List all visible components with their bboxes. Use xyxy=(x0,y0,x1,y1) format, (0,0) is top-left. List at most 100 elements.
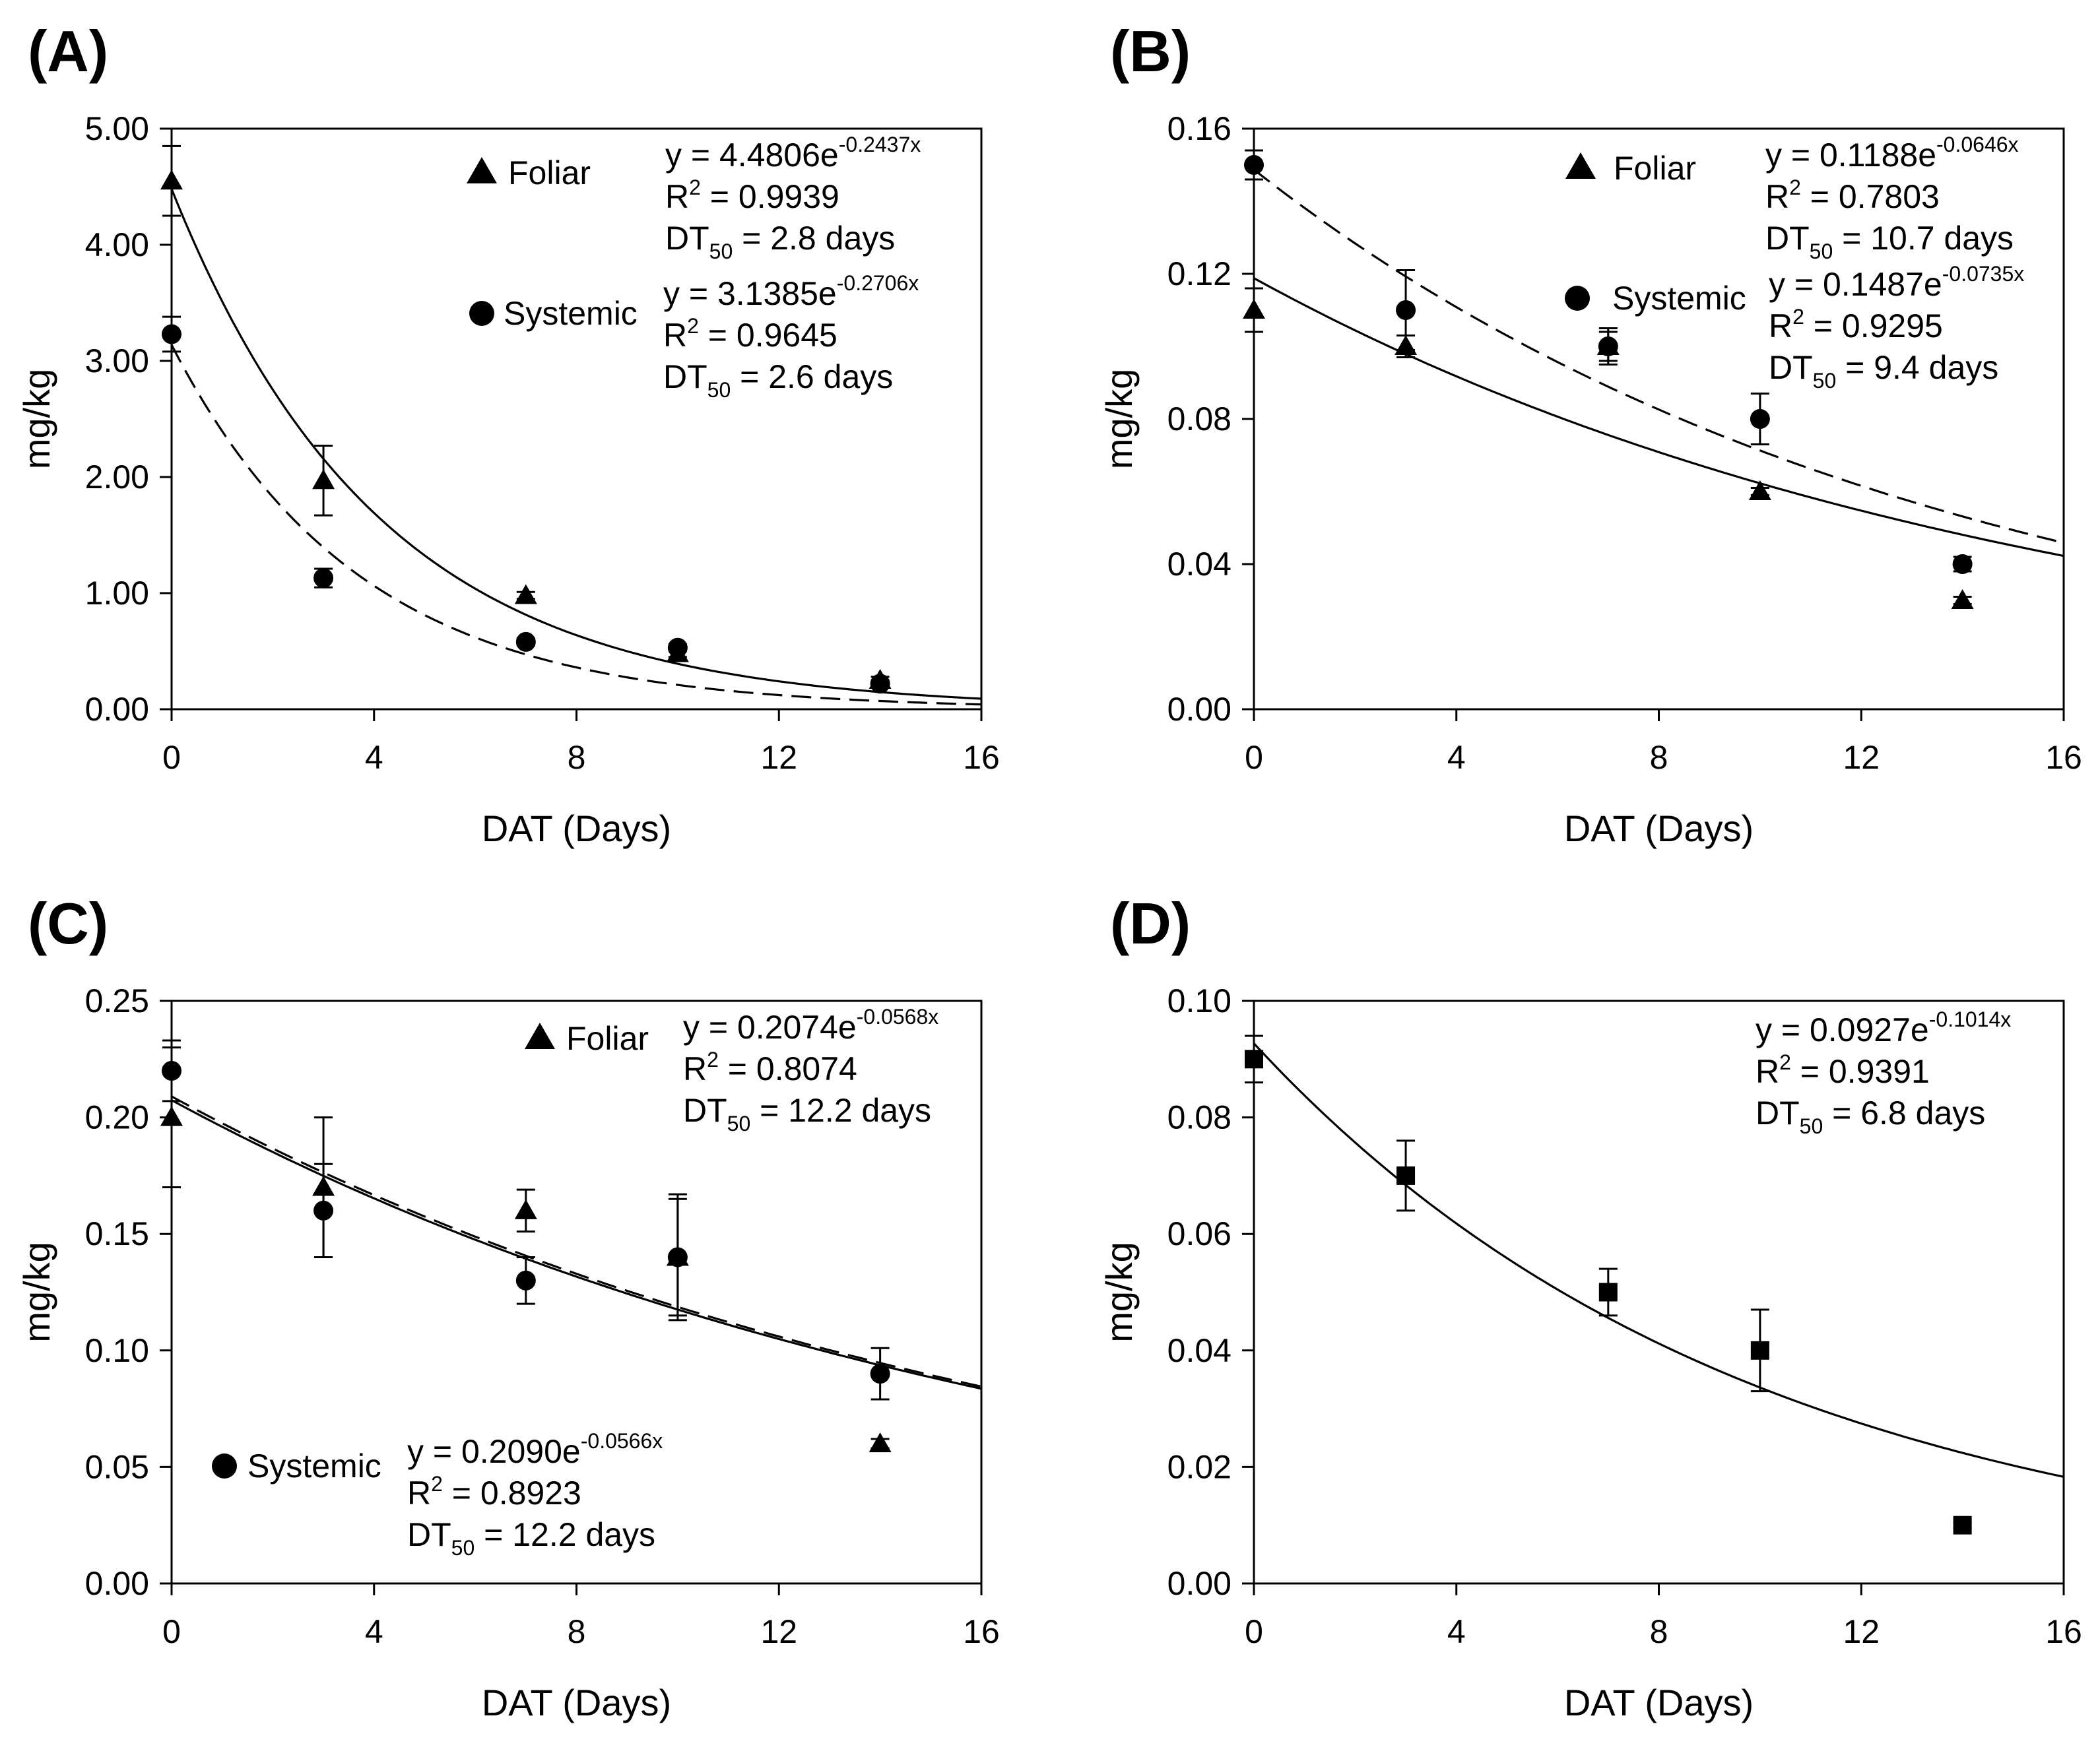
data-point xyxy=(667,637,688,658)
equation-base: y = 0.1188e xyxy=(1765,137,1936,174)
legend-marker xyxy=(467,157,497,183)
equation: y = 0.1487e-0.0735x xyxy=(1769,262,2024,303)
equation-base: y = 3.1385e xyxy=(663,275,837,312)
dt50: DT50 = 6.8 days xyxy=(1755,1095,1985,1138)
legend-label: Foliar xyxy=(566,1020,649,1057)
x-tick-label: 0 xyxy=(1245,739,1263,776)
y-tick-label: 5.00 xyxy=(85,110,149,147)
y-tick-label: 0.04 xyxy=(1167,546,1231,583)
legend-marker xyxy=(1565,152,1596,179)
x-tick-label: 16 xyxy=(963,1613,1000,1650)
plot-frame xyxy=(1253,1000,2065,1585)
r-squared: R2 = 0.8923 xyxy=(407,1472,581,1512)
fit-curve xyxy=(1254,277,2064,558)
equation-base: y = 0.1487e xyxy=(1769,266,1942,303)
dt50-label: DT xyxy=(683,1092,727,1129)
y-tick-label: 0.05 xyxy=(85,1448,149,1485)
r-squared-sup: 2 xyxy=(1779,1050,1791,1074)
x-tick-label: 4 xyxy=(365,739,383,776)
r-squared-sup: 2 xyxy=(707,1048,719,1071)
y-tick-label: 0.00 xyxy=(1167,1565,1231,1602)
y-axis-label: mg/kg xyxy=(16,369,57,470)
data-point xyxy=(1598,336,1618,356)
dt50: DT50 = 9.4 days xyxy=(1769,349,1998,393)
r-squared: R2 = 0.9295 xyxy=(1769,305,1943,344)
data-point xyxy=(514,584,537,604)
x-tick-label: 0 xyxy=(1245,1613,1263,1650)
equation: y = 0.2074e-0.0568x xyxy=(683,1005,938,1046)
y-tick-label: 0.20 xyxy=(85,1099,149,1136)
data-point xyxy=(1245,1050,1263,1069)
data-point xyxy=(1748,480,1771,500)
r-squared-label: R xyxy=(407,1475,431,1512)
r-squared-value: = 0.9645 xyxy=(699,317,837,354)
x-axis-label: DAT (Days) xyxy=(1564,808,1754,849)
data-point xyxy=(162,324,181,344)
plot-frame xyxy=(1253,127,2065,711)
equation-exponent: -0.1014x xyxy=(1929,1007,2012,1031)
panel-b: (B) 0 4 8 12 16 0.00 0.04 0.08 0.12 0.16 DAT (Days)… xyxy=(1098,18,2082,849)
data-point xyxy=(160,1106,183,1126)
legend-label: Systemic xyxy=(504,295,638,332)
data-point xyxy=(1750,1341,1769,1360)
panel-a: (A) 0 4 8 12 16 0.00 1.00 2.00 3.00 4.00 5.00 DAT (D… xyxy=(16,18,1000,849)
y-tick-label: 0.10 xyxy=(85,1332,149,1369)
fit-curve xyxy=(172,188,981,700)
dt50: DT50 = 2.6 days xyxy=(663,358,893,402)
dt50-sub: 50 xyxy=(451,1536,475,1560)
x-tick-label: 4 xyxy=(1447,739,1466,776)
data-point xyxy=(1243,299,1265,319)
y-axis-label: mg/kg xyxy=(1098,1242,1140,1343)
panel-label: (C) xyxy=(28,891,108,956)
data-point xyxy=(162,1060,181,1081)
r-squared-sup: 2 xyxy=(1789,176,1801,199)
dt50-value: = 12.2 days xyxy=(475,1516,655,1553)
x-tick-label: 16 xyxy=(2045,739,2082,776)
y-tick-label: 0.16 xyxy=(1167,110,1231,147)
dt50: DT50 = 10.7 days xyxy=(1765,220,2014,263)
r-squared-value: = 0.9391 xyxy=(1791,1053,1930,1090)
dt50-sub: 50 xyxy=(707,378,731,402)
equation: y = 0.1188e-0.0646x xyxy=(1765,133,2019,174)
dt50-label: DT xyxy=(1769,349,1813,386)
dt50-sub: 50 xyxy=(1810,239,1833,263)
equation: y = 3.1385e-0.2706x xyxy=(663,271,919,312)
r-squared-sup: 2 xyxy=(1792,305,1804,329)
equation-base: y = 0.0927e xyxy=(1755,1011,1929,1048)
legend-label: Foliar xyxy=(1614,150,1696,187)
x-tick-label: 12 xyxy=(760,739,797,776)
data-point xyxy=(312,469,335,490)
panel-d: (D) 0 4 8 12 16 0.00 0.02 0.04 0.06 0.08 0.10 DAT (D… xyxy=(1098,891,2082,1723)
y-tick-label: 0.00 xyxy=(85,691,149,728)
dt50-label: DT xyxy=(1765,220,1810,257)
r-squared-value: = 0.9295 xyxy=(1804,307,1943,344)
equation-exponent: -0.0568x xyxy=(857,1005,939,1029)
dt50-sub: 50 xyxy=(727,1112,751,1135)
data-point xyxy=(1244,155,1264,175)
data-point xyxy=(515,1270,536,1291)
r-squared: R2 = 0.8074 xyxy=(683,1048,857,1087)
x-tick-label: 16 xyxy=(963,739,1000,776)
data-point xyxy=(160,170,183,190)
data-point xyxy=(869,1432,892,1453)
legend-marker xyxy=(469,301,494,326)
x-tick-label: 12 xyxy=(760,1613,797,1650)
dt50-label: DT xyxy=(663,358,707,395)
dt50-value: = 9.4 days xyxy=(1836,349,1998,386)
dt50-value: = 10.7 days xyxy=(1833,220,2014,257)
y-tick-label: 3.00 xyxy=(85,342,149,379)
dt50-label: DT xyxy=(1755,1095,1800,1132)
x-tick-label: 4 xyxy=(365,1613,383,1650)
x-tick-label: 12 xyxy=(1843,739,1880,776)
x-axis-label: DAT (Days) xyxy=(482,808,671,849)
y-tick-label: 4.00 xyxy=(85,226,149,263)
dt50-sub: 50 xyxy=(709,239,733,263)
equation-base: y = 4.4806e xyxy=(665,137,839,174)
dt50-value: = 2.8 days xyxy=(733,220,895,257)
y-tick-label: 1.00 xyxy=(85,575,149,612)
equation: y = 4.4806e-0.2437x xyxy=(665,133,921,174)
r-squared-value: = 0.8923 xyxy=(443,1475,581,1512)
